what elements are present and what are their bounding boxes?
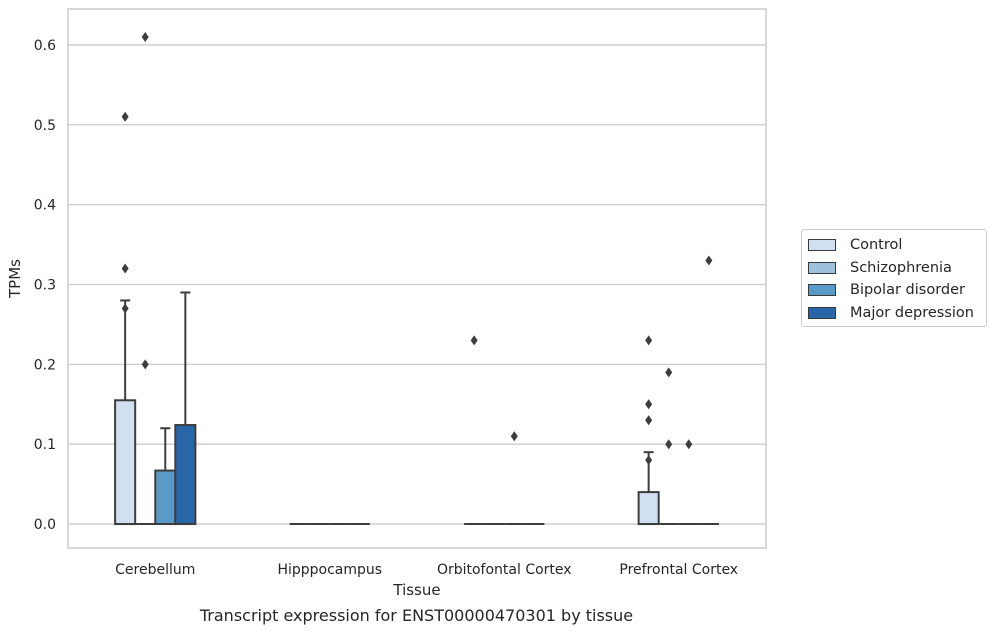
- y-axis-label: TPMs: [6, 259, 24, 299]
- box-bipolar-disorder: [154, 427, 177, 526]
- box-control: [114, 111, 137, 526]
- outlier-point: [141, 359, 149, 370]
- outlier-point: [705, 255, 713, 266]
- legend: Control Schizophrenia Bipolar disorder Majo…: [801, 229, 987, 327]
- outlier-point: [121, 303, 129, 314]
- box-control: [464, 335, 485, 526]
- legend-swatch: [808, 284, 836, 296]
- y-tick-label: 0.4: [34, 198, 56, 214]
- legend-swatch: [808, 261, 836, 274]
- x-tick-label: Cerebellum: [115, 562, 195, 578]
- y-tick-label: 0.3: [34, 277, 56, 293]
- box-body: [114, 399, 137, 526]
- chart-caption: Transcript expression for ENST0000047030…: [199, 606, 634, 625]
- box-control: [637, 335, 660, 526]
- outlier-point: [645, 399, 653, 410]
- outlier-point: [665, 367, 673, 378]
- outlier-point: [121, 111, 129, 122]
- y-axis-ticks: 0.0 0.1 0.2 0.3 0.4 0.5 0.6: [34, 38, 56, 533]
- x-tick-label: Orbitofontal Cortex: [437, 562, 572, 578]
- x-tick-label: Hipppocampus: [277, 562, 382, 578]
- legend-item: Major depression: [808, 303, 974, 323]
- legend-label: Major depression: [850, 304, 974, 321]
- outlier-point: [121, 263, 129, 274]
- legend-label: Bipolar disorder: [850, 282, 965, 298]
- outlier-point: [665, 439, 673, 450]
- outlier-point: [510, 431, 518, 442]
- legend-item: Schizophrenia: [808, 258, 952, 278]
- y-tick-label: 0.5: [34, 118, 56, 134]
- outlier-point: [470, 335, 478, 346]
- box-schizophrenia: [658, 367, 679, 526]
- box-body: [174, 424, 197, 526]
- x-tick-label: Prefrontal Cortex: [619, 562, 738, 578]
- box-schizophrenia: [135, 31, 156, 526]
- legend-swatch: [808, 239, 836, 251]
- outlier-point: [645, 455, 653, 466]
- outlier-point: [141, 31, 149, 42]
- boxes: [114, 31, 719, 526]
- box-body: [637, 491, 660, 526]
- plot-area: [67, 8, 767, 549]
- y-tick-label: 0.2: [34, 357, 56, 373]
- y-tick-label: 0.1: [34, 437, 56, 453]
- box-body: [154, 469, 177, 526]
- x-axis-label: Tissue: [392, 581, 440, 599]
- outlier-point: [685, 439, 693, 450]
- x-axis-ticks: Cerebellum Hipppocampus Orbitofontal Corte…: [115, 562, 738, 578]
- legend-item: Bipolar disorder: [808, 280, 965, 300]
- legend-label: Control: [850, 237, 903, 253]
- gridlines: [68, 44, 766, 525]
- y-tick-label: 0.6: [34, 38, 56, 54]
- outlier-point: [645, 335, 653, 346]
- legend-swatch: [808, 306, 836, 319]
- outlier-point: [645, 415, 653, 426]
- box-major-depression: [698, 255, 719, 526]
- legend-item: Control: [808, 235, 902, 255]
- y-tick-label: 0.0: [34, 517, 56, 533]
- box-major-depression: [174, 291, 197, 526]
- box-bipolar-disorder: [678, 439, 699, 526]
- box-bipolar-disorder: [504, 431, 525, 526]
- legend-label: Schizophrenia: [850, 259, 952, 276]
